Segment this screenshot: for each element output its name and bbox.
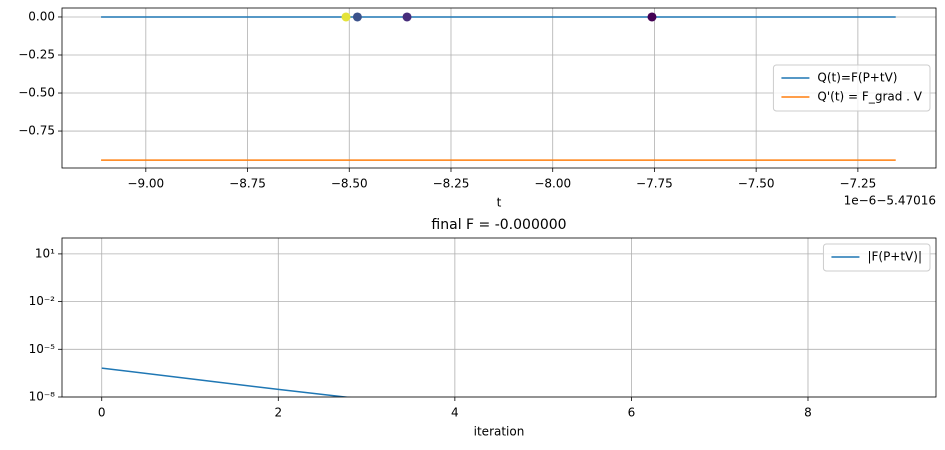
x-tick-label: 6: [628, 406, 636, 420]
y-tick-label: 10⁻⁸: [29, 390, 56, 404]
legend: Q(t)=F(P+tV) Q'(t) = F_grad . V: [772, 64, 931, 112]
x-tick-label: −8.00: [534, 177, 571, 191]
x-axis-label: iteration: [474, 425, 525, 439]
x-tick-label: −8.25: [433, 177, 470, 191]
y-tick-label: −0.25: [18, 47, 55, 61]
scatter-point: [402, 12, 412, 22]
y-tick-label: 10⁻⁵: [29, 342, 56, 356]
x-tick-label: −7.50: [738, 177, 775, 191]
y-tick-label: −0.75: [18, 124, 55, 138]
x-tick-label: −7.25: [839, 177, 876, 191]
scatter-point: [352, 12, 362, 22]
subplot: 0 2 4 6 8 10¹ 10⁻² 10⁻⁵ 10⁻⁸ final F = -0.000000 i…: [29, 217, 937, 439]
x-tick-label: −9.00: [127, 177, 164, 191]
y-tick-label: −0.50: [18, 86, 55, 100]
legend-frame: [822, 243, 931, 272]
legend-label: Q'(t) = F_grad . V: [817, 90, 922, 104]
x-tick-label: 8: [804, 406, 812, 420]
x-tick-label: 2: [274, 406, 282, 420]
legend: |F(P+tV)|: [822, 243, 931, 272]
subplot-title: final F = -0.000000: [431, 217, 566, 233]
y-tick-label: 10⁻²: [29, 294, 56, 308]
x-axis-label: t: [497, 196, 502, 210]
y-tick-label: 0.00: [28, 9, 55, 23]
x-tick-label: −8.75: [229, 177, 266, 191]
axes-frame: [61, 7, 937, 169]
series-line: [101, 367, 352, 397]
y-tick-label: 10¹: [35, 246, 55, 260]
axes-frame: [61, 237, 937, 398]
x-tick-label: −8.50: [331, 177, 368, 191]
x-tick-label: 4: [451, 406, 459, 420]
legend-label: Q(t)=F(P+tV): [817, 71, 897, 85]
x-tick-label: −7.75: [636, 177, 673, 191]
x-tick-label: 0: [98, 406, 106, 420]
scatter-point: [341, 12, 351, 22]
x-offset-label: 1e−6−5.47016: [844, 194, 936, 208]
subplot: −9.00 −8.75 −8.50 −8.25 −8.00 −7.75 −7.50 −7.25…: [18, 7, 937, 210]
legend-frame: [772, 64, 931, 112]
scatter-point: [647, 12, 657, 22]
legend-label: |F(P+tV)|: [867, 250, 922, 264]
